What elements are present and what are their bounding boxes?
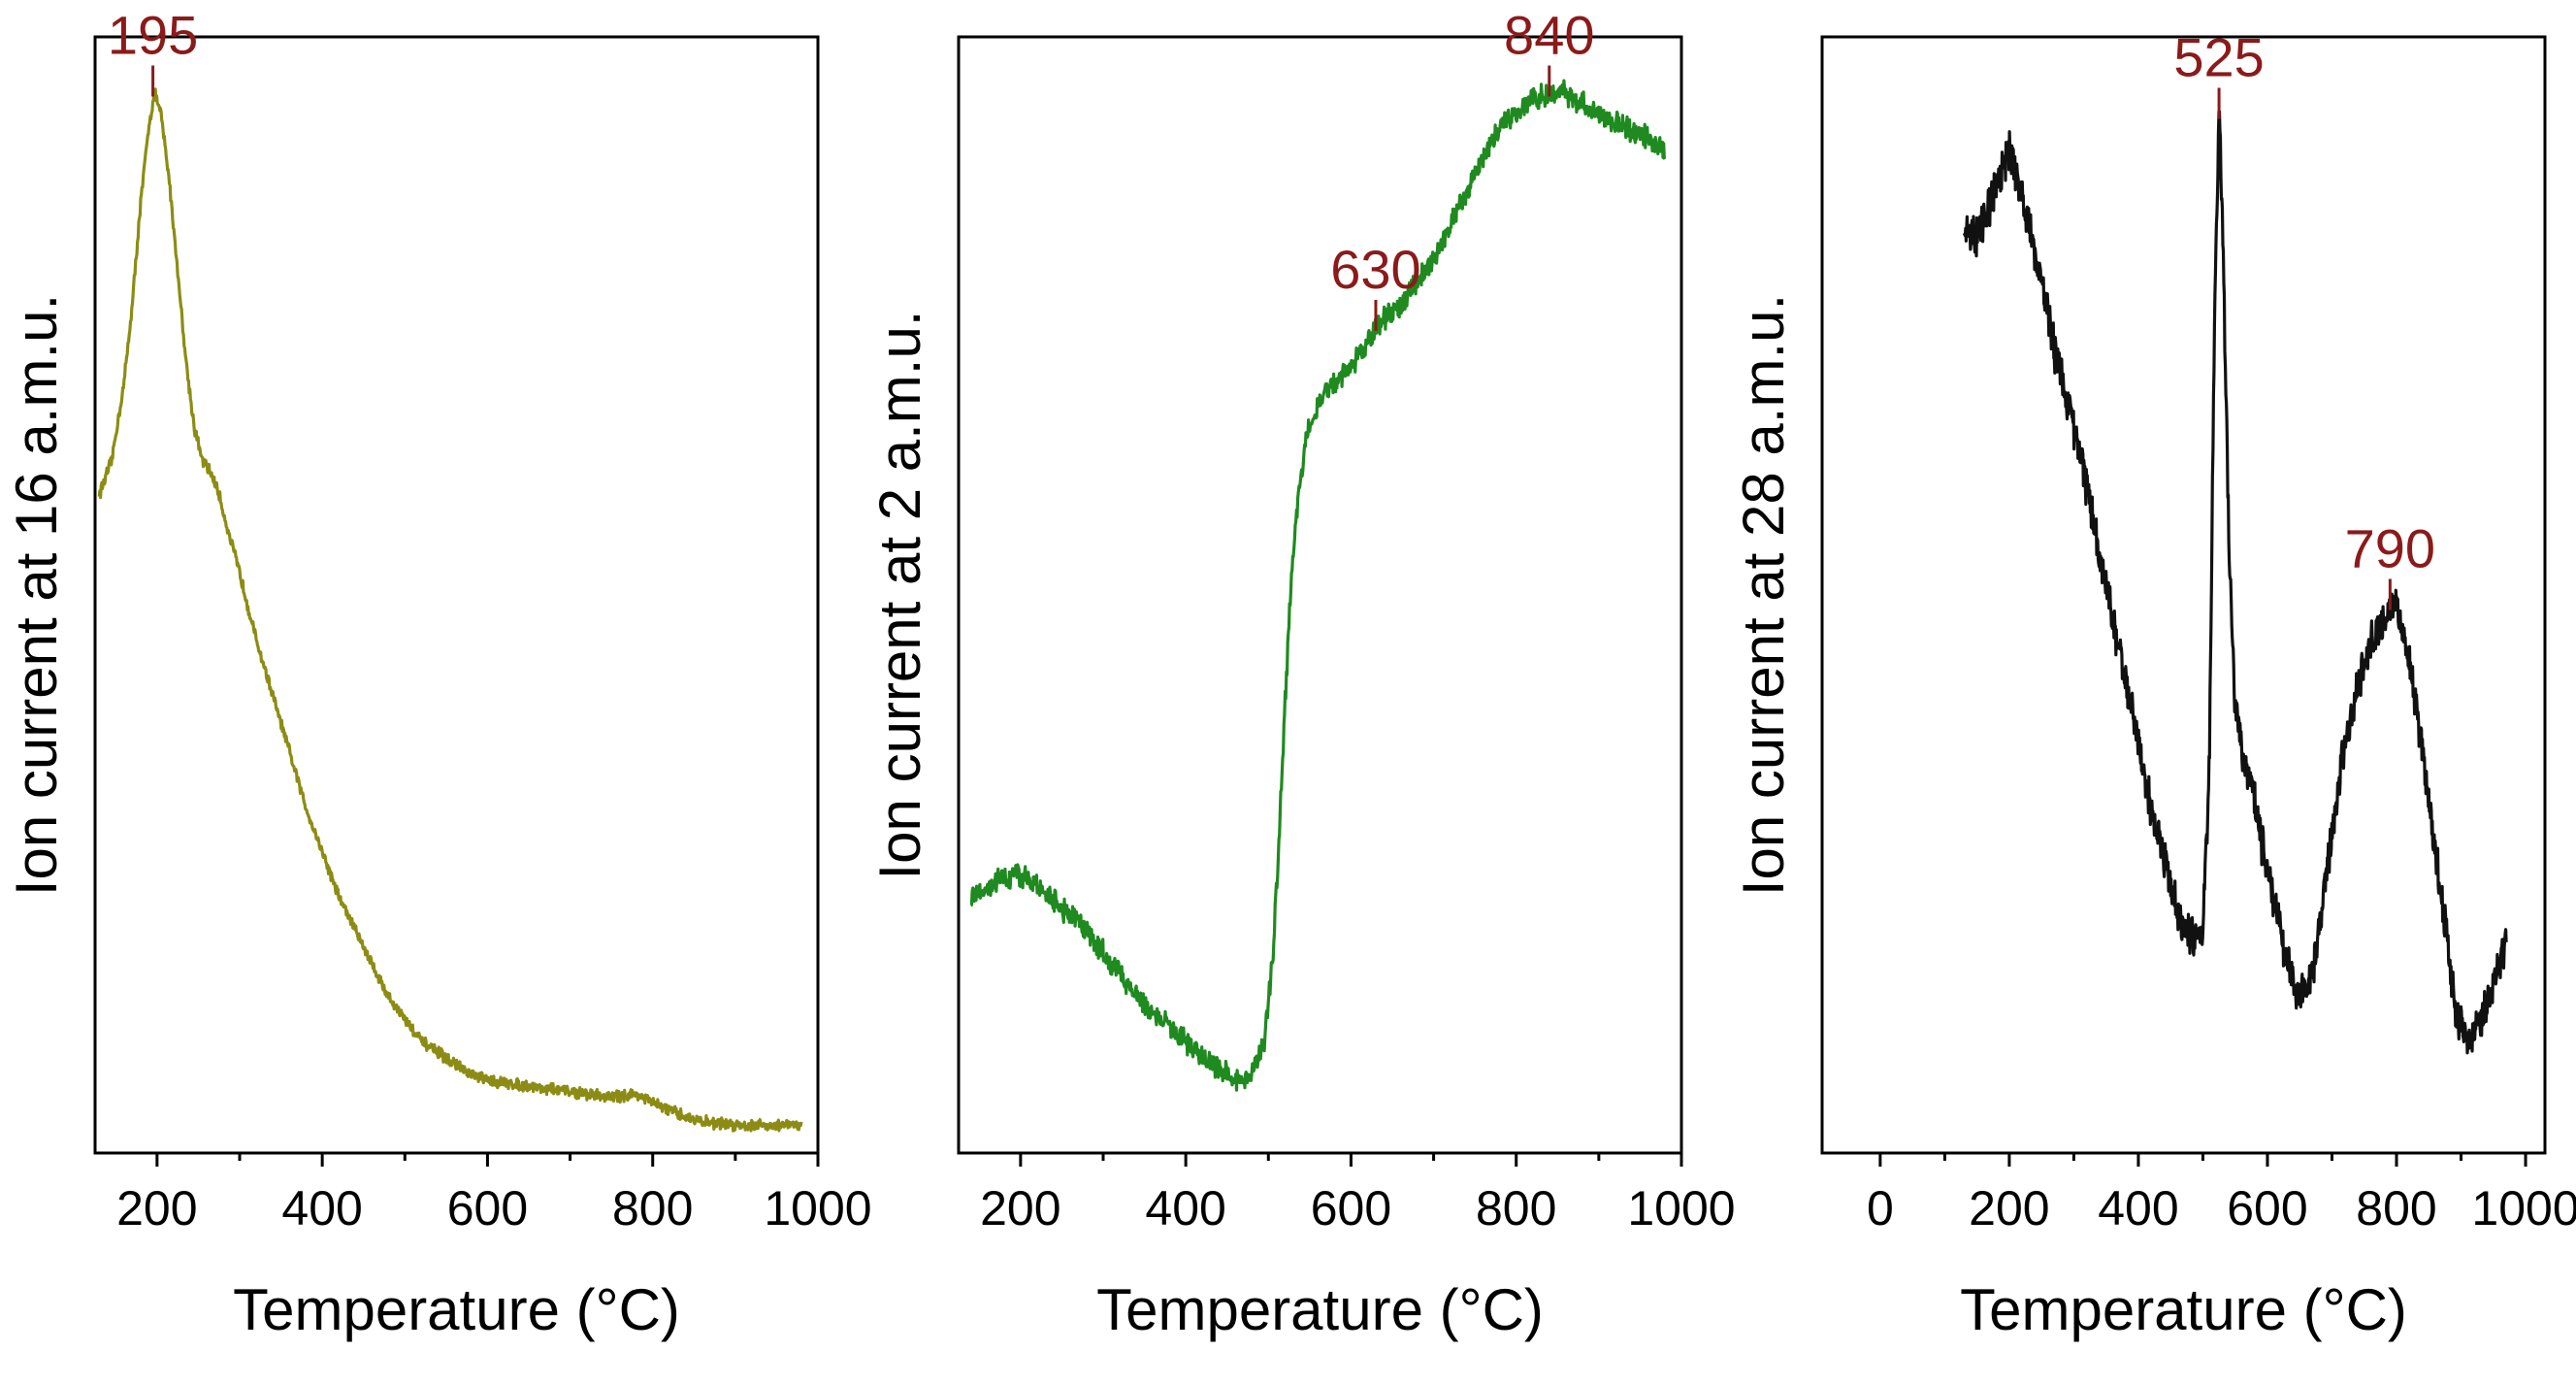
peak-label-2-amu: 630 (1330, 239, 1420, 300)
panel-28-amu: 0 200 400 600 800 1000 Temperature (°C) Ion cur… (1731, 27, 2576, 1343)
plot-frame-16-amu (93, 35, 820, 1155)
peak-label-28-amu: 790 (2345, 518, 2435, 579)
x-tick-label-28-amu: 0 (1867, 1181, 1894, 1236)
x-tick-label-16-amu: 600 (447, 1181, 528, 1236)
plot-frame-2-amu (957, 35, 1683, 1155)
plot-frame-28-amu (1820, 35, 2547, 1155)
peak-label-16-amu: 195 (108, 5, 198, 66)
series-line-28-amu (1962, 110, 2508, 1055)
x-tick-label-28-amu: 1000 (2471, 1181, 2576, 1236)
x-tick-label-16-amu: 1000 (764, 1181, 871, 1236)
y-axis-label-16-amu: Ion current at 16 a.m.u. (4, 294, 69, 896)
x-tick-label-28-amu: 400 (2098, 1181, 2178, 1236)
x-tick-label-16-amu: 200 (116, 1181, 197, 1236)
x-tick-label-16-amu: 400 (281, 1181, 362, 1236)
x-axis-label-28-amu: Temperature (°C) (1960, 1277, 2407, 1342)
x-tick-label-2-amu: 800 (1476, 1181, 1556, 1236)
x-tick-label-28-amu: 200 (1969, 1181, 2049, 1236)
x-tick-label-16-amu: 800 (612, 1181, 693, 1236)
x-axis-label-16-amu: Temperature (°C) (233, 1277, 680, 1342)
y-axis-label-28-amu: Ion current at 28 a.m.u. (1731, 294, 1796, 896)
x-tick-label-2-amu: 1000 (1627, 1181, 1735, 1236)
series-line-2-amu (969, 79, 1667, 1092)
y-axis-label-2-amu: Ion current at 2 a.m.u. (867, 311, 932, 880)
x-tick-label-2-amu: 400 (1145, 1181, 1225, 1236)
x-tick-label-2-amu: 200 (980, 1181, 1060, 1236)
x-tick-label-28-amu: 600 (2227, 1181, 2307, 1236)
panel-2-amu: 200 400 600 800 1000 Temperature (°C) Ion curr… (867, 5, 1736, 1343)
x-axis-label-2-amu: Temperature (°C) (1096, 1277, 1544, 1342)
panel-16-amu: 200 400 600 800 1000 Temperature (°C) Ion curr… (4, 5, 872, 1343)
x-tick-label-28-amu: 800 (2356, 1181, 2436, 1236)
peak-label-2-amu: 840 (1504, 5, 1594, 66)
series-line-16-amu (97, 87, 803, 1133)
x-tick-label-2-amu: 600 (1311, 1181, 1391, 1236)
peak-label-28-amu: 525 (2173, 27, 2264, 88)
